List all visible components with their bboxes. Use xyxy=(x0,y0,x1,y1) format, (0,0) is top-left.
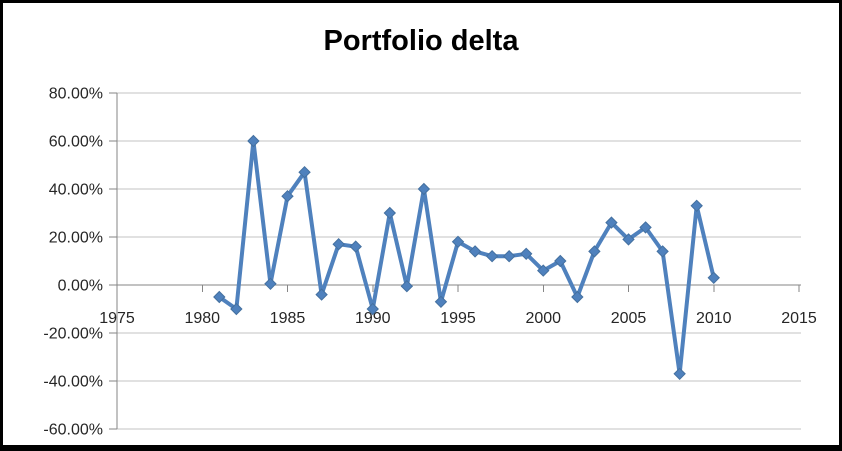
data-point-marker xyxy=(622,233,635,246)
x-tick-label: 2015 xyxy=(781,310,817,327)
data-point-marker xyxy=(451,235,465,249)
data-point-marker xyxy=(656,245,669,258)
data-point-marker xyxy=(281,189,294,203)
data-point-marker xyxy=(332,237,345,251)
x-tick-label: 1985 xyxy=(270,310,306,327)
y-tick-label: 40.00% xyxy=(49,182,103,199)
data-point-marker xyxy=(434,295,448,309)
data-point-marker xyxy=(298,165,311,179)
data-point-marker xyxy=(707,271,720,285)
x-tick-label: 1990 xyxy=(355,310,391,327)
data-point-marker xyxy=(366,302,379,316)
plot-area: 80.00% 60.00% 40.00% 20.00% 0.00% -20.00% -40.… xyxy=(43,86,817,439)
x-tick-label: 2005 xyxy=(611,310,647,327)
y-tick-label: 80.00% xyxy=(49,86,103,103)
x-tick-label: 1995 xyxy=(440,310,476,327)
x-tick-label: 1980 xyxy=(184,310,220,327)
y-tick-label: 20.00% xyxy=(49,230,103,247)
data-point-marker xyxy=(502,249,516,263)
y-tick-label: -60.00% xyxy=(43,422,103,439)
data-point-marker xyxy=(588,245,601,258)
x-tick-label: 2000 xyxy=(525,310,561,327)
data-point-marker xyxy=(468,245,482,258)
data-point-marker xyxy=(349,240,362,253)
data-point-marker xyxy=(571,290,584,304)
data-point-marker xyxy=(213,290,226,304)
data-point-marker xyxy=(537,264,550,277)
y-tick-label: -40.00% xyxy=(43,374,103,391)
data-point-marker xyxy=(417,182,431,196)
data-point-marker xyxy=(400,279,414,293)
data-point-marker xyxy=(230,302,243,316)
y-tick-label: 60.00% xyxy=(49,134,103,151)
chart-title: Portfolio delta xyxy=(323,25,519,57)
data-point-marker xyxy=(639,221,652,234)
data-point-marker xyxy=(690,199,703,213)
data-point-marker xyxy=(605,216,618,229)
x-tick-label: 1975 xyxy=(99,310,135,327)
y-tick-label: -20.00% xyxy=(43,326,103,343)
data-point-marker xyxy=(383,206,397,220)
y-tick-label: 0.00% xyxy=(58,278,103,295)
data-point-marker xyxy=(485,249,499,263)
data-point-marker xyxy=(247,134,260,148)
series-line xyxy=(217,139,716,376)
data-point-marker xyxy=(315,288,328,301)
data-point-marker xyxy=(264,277,277,291)
data-point-marker xyxy=(519,247,533,261)
x-tick-label: 2010 xyxy=(696,310,732,327)
data-point-marker xyxy=(673,367,686,381)
data-point-marker xyxy=(554,254,567,268)
